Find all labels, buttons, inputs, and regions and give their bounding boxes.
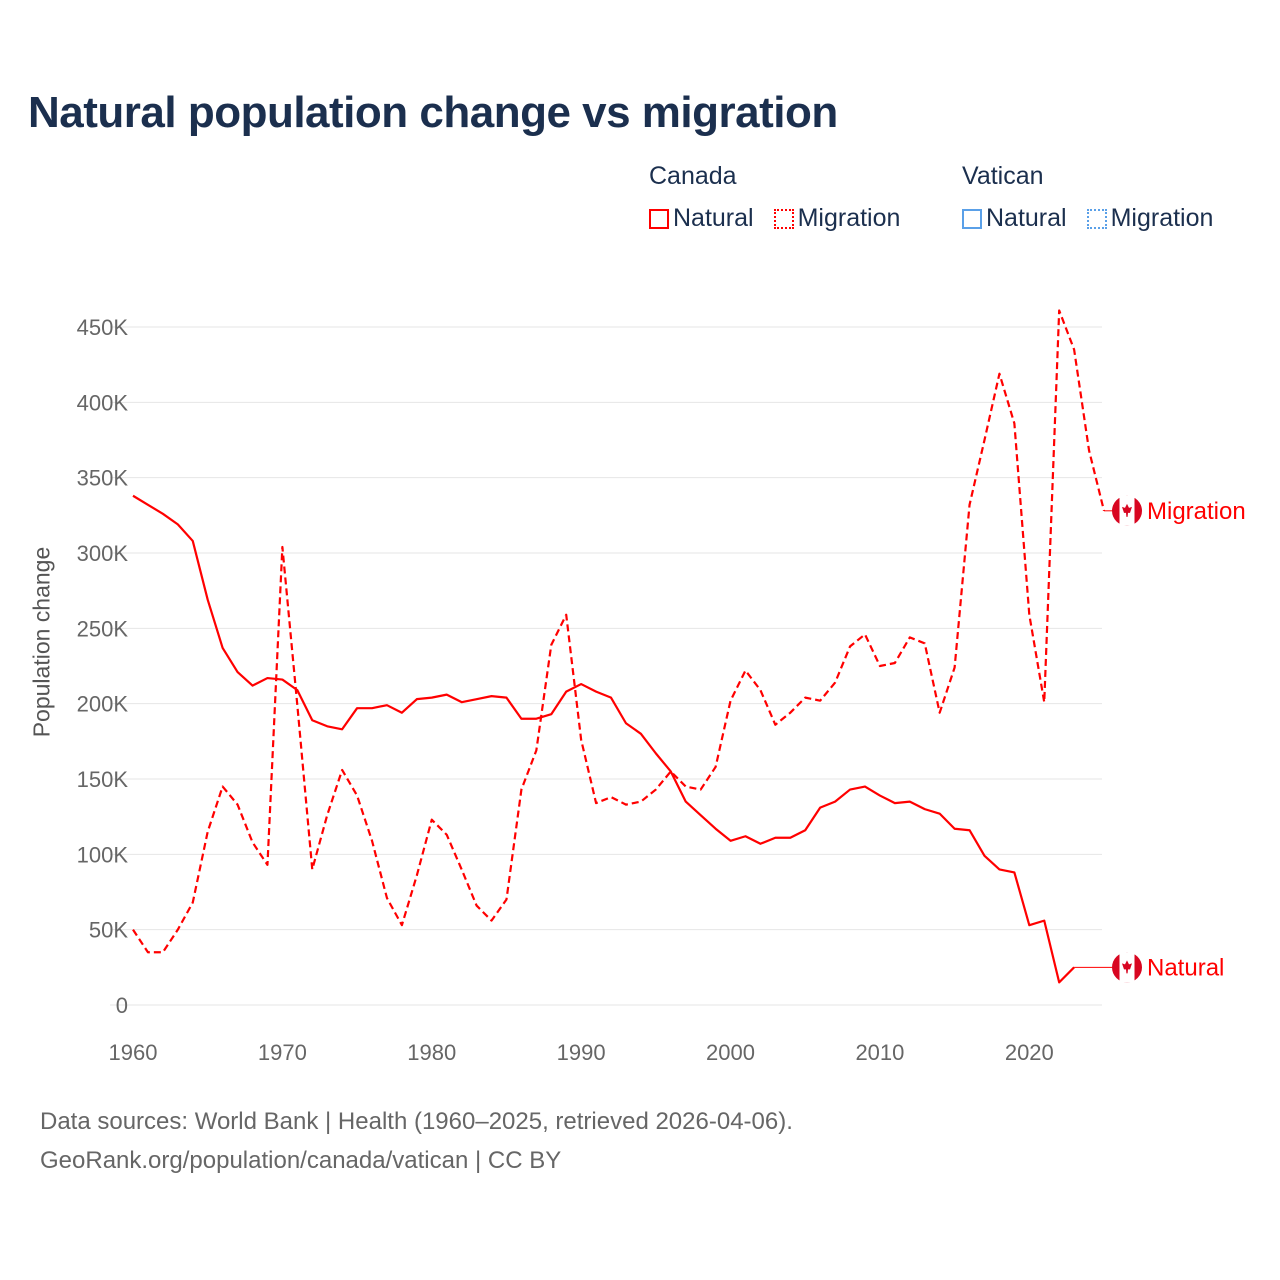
legend-swatch-solid (649, 208, 669, 229)
x-tick-label: 2000 (706, 1040, 755, 1065)
legend-item-canada-natural[interactable]: Natural (649, 204, 754, 233)
series-line-migration (132, 309, 1106, 954)
y-tick-label: 0 (116, 993, 128, 1018)
canada-flag-icon (1112, 952, 1142, 983)
maple-leaf-icon (1122, 503, 1132, 517)
y-tick-label: 300K (77, 541, 129, 566)
y-tick-label: 400K (77, 390, 129, 415)
legend-label: Natural (673, 204, 754, 232)
legend-item-canada-migration[interactable]: Migration (773, 204, 901, 233)
x-tick-label: 1980 (407, 1040, 456, 1065)
legend-label: Migration (797, 204, 901, 232)
x-tick-label: 1970 (258, 1040, 307, 1065)
source-line-2[interactable]: GeoRank.org/population/canada/vatican | … (40, 1147, 562, 1174)
x-tick-label: 1990 (557, 1040, 606, 1065)
x-tick-label: 2020 (1005, 1040, 1054, 1065)
y-tick-label: 50K (89, 918, 128, 943)
legend-label: Natural (986, 204, 1067, 232)
chart-title: Natural population change vs migration (28, 88, 838, 137)
canada-flag-icon (1112, 495, 1142, 526)
x-tick-label: 2010 (855, 1040, 904, 1065)
series-end-label: Migration (1147, 498, 1246, 525)
y-tick-label: 450K (77, 315, 129, 340)
y-tick-label: 100K (77, 842, 129, 867)
legend-group-vatican: Vatican Natural Migration (962, 162, 1233, 233)
legend-group-title: Canada (649, 162, 737, 190)
legend-swatch-solid (962, 208, 982, 229)
x-tick-label: 1960 (109, 1040, 158, 1065)
canada-flag-icon-field (1119, 495, 1135, 526)
series-end-label: Natural (1147, 954, 1224, 981)
canada-flag-icon-field (1119, 952, 1135, 983)
legend-item-vatican-migration[interactable]: Migration (1086, 204, 1214, 233)
series-line-natural (132, 494, 1075, 984)
legend-group-canada: Canada Natural Migration (649, 162, 920, 233)
legend-swatch-dotted (1086, 208, 1107, 229)
source-line-1: Data sources: World Bank | Health (1960–… (40, 1108, 793, 1135)
legend-label: Migration (1110, 204, 1214, 232)
legend-item-vatican-natural[interactable]: Natural (962, 204, 1067, 233)
y-tick-label: 150K (77, 767, 129, 792)
y-tick-label: 350K (77, 466, 129, 491)
y-tick-label: 250K (77, 616, 129, 641)
y-axis-title: Population change (28, 546, 55, 738)
legend-group-title: Vatican (962, 162, 1044, 190)
maple-leaf-icon (1122, 960, 1132, 974)
y-tick-label: 200K (77, 692, 129, 717)
legend-swatch-dotted (773, 208, 794, 229)
